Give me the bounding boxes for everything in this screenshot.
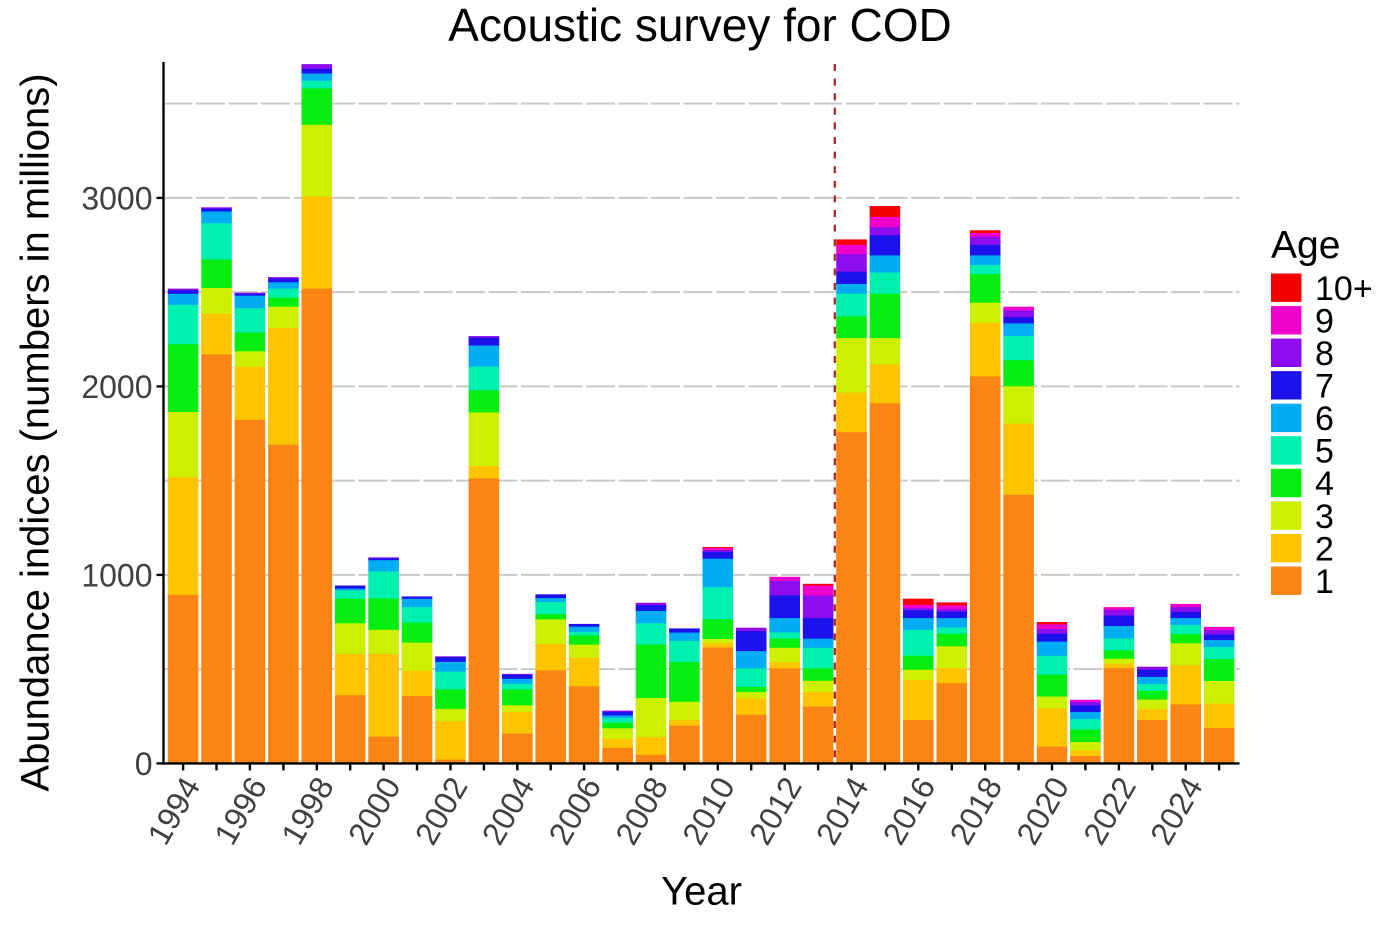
- svg-text:1000: 1000: [81, 557, 152, 593]
- svg-text:1: 1: [1315, 563, 1334, 601]
- svg-text:9: 9: [1315, 302, 1334, 340]
- svg-text:Acoustic survey for COD: Acoustic survey for COD: [448, 0, 952, 51]
- svg-text:10+: 10+: [1315, 270, 1373, 308]
- svg-text:8: 8: [1315, 335, 1334, 373]
- svg-text:6: 6: [1315, 400, 1334, 438]
- svg-text:5: 5: [1315, 433, 1334, 471]
- svg-text:3: 3: [1315, 498, 1334, 536]
- svg-text:Abundance indices (numbers in: Abundance indices (numbers in millions): [14, 73, 58, 791]
- svg-text:3000: 3000: [81, 180, 152, 216]
- svg-text:0: 0: [135, 746, 153, 782]
- svg-text:2: 2: [1315, 530, 1334, 568]
- svg-text:Year: Year: [661, 870, 742, 914]
- svg-text:7: 7: [1315, 368, 1334, 406]
- svg-text:2000: 2000: [81, 369, 152, 405]
- svg-text:Age: Age: [1271, 224, 1340, 267]
- svg-text:4: 4: [1315, 465, 1334, 503]
